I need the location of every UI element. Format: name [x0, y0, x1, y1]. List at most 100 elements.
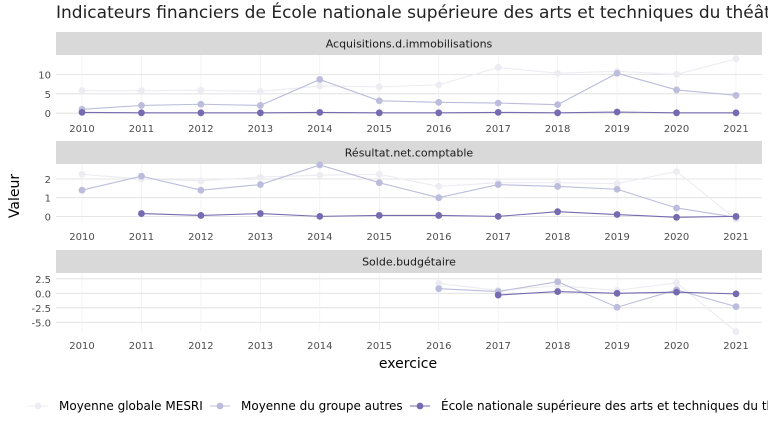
data-point-series-3: [375, 109, 383, 117]
x-tick-label: 2016: [426, 124, 451, 135]
data-point-series-3: [494, 109, 502, 116]
x-tick-label: 2015: [367, 232, 392, 243]
data-point-series-2: [613, 303, 621, 311]
data-point-series-3: [732, 109, 740, 117]
x-tick-label: 2011: [129, 124, 154, 135]
data-point-series-1: [256, 88, 264, 95]
data-point-series-3: [316, 212, 324, 220]
data-point-series-3: [732, 290, 740, 298]
data-point-series-3: [673, 109, 680, 117]
data-point-series-2: [494, 99, 502, 107]
data-point-series-2: [138, 172, 145, 180]
data-point-series-3: [613, 211, 621, 218]
x-tick-label: 2019: [604, 341, 629, 352]
series-line-2: [81, 72, 737, 110]
data-point-series-1: [316, 171, 324, 179]
data-point-series-2: [494, 181, 502, 188]
y-tick-label: 0.0: [35, 289, 51, 300]
data-point-series-1: [435, 280, 443, 287]
chart-title: Indicateurs financiers de École national…: [56, 3, 768, 23]
x-tick-label: 2015: [367, 341, 392, 352]
legend-key-dot: [34, 402, 42, 410]
legend-label: Moyenne du groupe autres: [241, 399, 403, 413]
data-point-series-3: [732, 212, 740, 220]
x-tick-label: 2021: [723, 124, 748, 135]
x-tick-label: 2021: [723, 341, 748, 352]
data-point-series-1: [375, 170, 383, 178]
facet-strip: [56, 250, 762, 273]
data-point-series-1: [435, 183, 443, 190]
data-point-series-3: [554, 109, 562, 117]
data-point-series-3: [554, 288, 562, 295]
data-point-series-2: [197, 100, 205, 108]
data-point-series-2: [375, 97, 383, 105]
x-tick-label: 2014: [307, 124, 332, 135]
x-tick-label: 2019: [604, 232, 629, 243]
facet-strip: [56, 141, 762, 164]
legend-key-dot: [416, 402, 424, 410]
y-tick-label: -5.0: [31, 318, 51, 329]
x-tick-label: 2019: [604, 124, 629, 135]
data-point-series-2: [554, 278, 562, 286]
data-point-series-2: [435, 98, 443, 106]
data-point-series-3: [78, 109, 86, 116]
x-tick-label: 2016: [426, 232, 451, 243]
data-point-series-3: [673, 213, 680, 221]
data-point-series-3: [435, 109, 443, 117]
data-point-series-1: [256, 173, 264, 181]
x-tick-label: 2012: [188, 232, 213, 243]
legend-label: Moyenne globale MESRI: [59, 399, 203, 413]
y-tick-label: 10: [38, 70, 51, 81]
facet-strip-label: Acquisitions.d.immobilisations: [326, 38, 493, 51]
x-tick-label: 2013: [248, 232, 273, 243]
x-axis-title: exercice: [379, 356, 437, 372]
data-point-series-3: [256, 109, 264, 117]
data-point-series-3: [375, 212, 383, 219]
series-line-1: [81, 170, 737, 220]
y-tick-label: 2.5: [35, 275, 51, 286]
series-line-3: [81, 111, 736, 114]
x-tick-label: 2017: [485, 232, 510, 243]
x-tick-label: 2010: [69, 232, 94, 243]
legend-key-dot: [216, 402, 224, 410]
facet-strip-label: Résultat.net.comptable: [345, 147, 474, 160]
x-tick-label: 2020: [664, 232, 689, 243]
data-point-series-3: [494, 291, 502, 299]
data-point-series-2: [375, 179, 383, 187]
x-tick-label: 2018: [545, 232, 570, 243]
data-point-series-2: [138, 102, 145, 109]
data-point-series-2: [256, 181, 264, 188]
data-point-series-1: [316, 82, 324, 90]
data-point-series-1: [435, 81, 443, 89]
data-point-series-1: [732, 328, 740, 335]
data-point-series-1: [673, 168, 680, 175]
data-point-series-2: [673, 86, 680, 94]
data-point-series-3: [673, 288, 680, 296]
data-point-series-1: [78, 87, 86, 95]
y-axis-title: Valeur: [7, 174, 23, 218]
data-point-series-2: [435, 285, 443, 293]
y-tick-label: 2: [45, 175, 51, 186]
data-point-series-1: [197, 86, 205, 94]
x-tick-label: 2020: [664, 341, 689, 352]
x-tick-label: 2012: [188, 124, 213, 135]
data-point-series-3: [197, 212, 205, 219]
data-point-series-1: [197, 177, 205, 185]
series-line-2: [81, 164, 737, 218]
data-point-series-3: [554, 208, 562, 216]
x-tick-label: 2010: [69, 341, 94, 352]
data-point-series-1: [673, 70, 680, 78]
data-point-series-1: [554, 69, 562, 77]
data-point-series-2: [673, 204, 680, 212]
data-point-series-2: [435, 194, 443, 202]
data-point-series-2: [197, 186, 205, 194]
x-tick-label: 2011: [129, 341, 154, 352]
data-point-series-3: [435, 212, 443, 219]
data-point-series-2: [256, 102, 264, 109]
series-line-1: [438, 282, 737, 333]
data-point-series-2: [316, 76, 324, 83]
y-tick-label: 0: [45, 212, 51, 223]
data-point-series-3: [613, 289, 621, 297]
x-tick-label: 2018: [545, 341, 570, 352]
facet-3: Solde.budgétaire 2.5 0.0 -2.5 -5.0 2010 2011 20…: [31, 250, 762, 352]
